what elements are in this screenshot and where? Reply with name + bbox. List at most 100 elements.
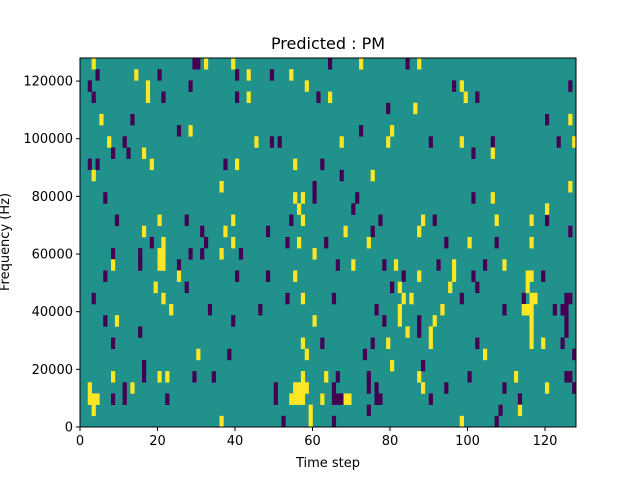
heatmap-cell-high [386, 337, 391, 350]
heatmap-cell-high [525, 281, 530, 294]
heatmap-cell-low [103, 315, 108, 327]
heatmap-cell-high [223, 225, 228, 238]
heatmap-cell-low [273, 382, 278, 394]
heatmap-cell-low [273, 393, 278, 405]
heatmap-cell-high [304, 348, 309, 361]
heatmap-cell-low [382, 315, 387, 327]
heatmap-cell-high [502, 259, 507, 271]
heatmap-cell-low [227, 348, 232, 361]
heatmap-cell-high [351, 259, 356, 271]
heatmap-cell-low [564, 304, 569, 316]
y-tick-label: 80000 [32, 190, 73, 205]
heatmap-cell-high [324, 371, 329, 383]
x-tick-label: 40 [227, 434, 244, 449]
heatmap-cell-low [161, 91, 166, 104]
heatmap-cell-high [149, 158, 154, 171]
heatmap-cell-low [103, 192, 108, 204]
heatmap-cell-high [231, 214, 236, 227]
heatmap-cell-low [95, 69, 100, 81]
heatmap-cell-low [421, 359, 426, 372]
heatmap-cell-high [328, 91, 333, 104]
heatmap-cell-high [397, 304, 402, 316]
heatmap-cell-low [258, 304, 263, 316]
heatmap-cell-low [428, 136, 433, 148]
heatmap-cell-high [440, 304, 445, 316]
heatmap-cell-high [467, 236, 472, 249]
heatmap-cell-low [564, 315, 569, 327]
y-tick-label: 20000 [32, 363, 73, 378]
heatmap-cell-high [300, 192, 306, 204]
heatmap-cell-high [521, 304, 526, 316]
heatmap-cell-low [370, 337, 375, 350]
heatmap-cell-low [355, 192, 360, 204]
heatmap-cell-high [157, 214, 162, 227]
heatmap-cell-high [459, 136, 464, 148]
heatmap-cell-high [366, 236, 371, 249]
heatmap-cell-high [300, 337, 306, 350]
heatmap-cell-low [502, 304, 507, 316]
heatmap-cell-high [293, 393, 298, 405]
x-tick-label: 80 [382, 434, 399, 449]
heatmap-cell-high [293, 382, 298, 394]
heatmap-cell-low [498, 404, 503, 417]
heatmap-cell-low [428, 393, 433, 405]
heatmap-cell-low [568, 225, 573, 238]
heatmap-cell-low [459, 292, 464, 305]
heatmap-cell-low [366, 382, 371, 394]
heatmap-cell-low [122, 382, 127, 394]
heatmap-cell-high [417, 225, 422, 238]
heatmap-cell-high [428, 326, 433, 338]
heatmap-cell-high [525, 270, 530, 282]
heatmap-cell-low [111, 393, 116, 405]
heatmap-cell-low [351, 203, 356, 215]
heatmap-cell-low [312, 192, 317, 204]
heatmap-cell-high [297, 203, 302, 215]
heatmap-cell-high [297, 382, 302, 394]
heatmap-cell-low [417, 315, 422, 327]
heatmap-cell-high [219, 181, 224, 193]
heatmap-cell-high [312, 315, 317, 327]
heatmap-cell-low [95, 158, 100, 171]
heatmap-cell-high [161, 292, 166, 305]
heatmap-cell-high [176, 270, 182, 282]
heatmap-cell-high [300, 214, 306, 227]
heatmap-cell-high [393, 259, 399, 271]
heatmap-cell-high [343, 225, 348, 238]
heatmap-cell-low [149, 236, 154, 249]
heatmap-cell-high [320, 393, 325, 405]
heatmap-cell-high [452, 270, 457, 282]
heatmap-cell-high [529, 292, 534, 305]
heatmap-cell-high [359, 58, 364, 70]
heatmap-cell-high [169, 304, 174, 316]
heatmap-cell-high [432, 315, 437, 327]
heatmap-cell-high [514, 371, 519, 383]
heatmap-cell-high [343, 393, 348, 405]
heatmap-cell-low [568, 292, 573, 305]
heatmap-cell-high [529, 270, 534, 282]
heatmap-cell-low [366, 371, 371, 383]
heatmap-cell-high [347, 393, 352, 405]
heatmap-cell-high [142, 147, 147, 159]
heatmap-cell-high [196, 348, 201, 361]
heatmap-cell-low [285, 292, 290, 305]
heatmap-cell-high [157, 248, 162, 260]
heatmap-cell-low [564, 371, 569, 383]
heatmap-cell-low [200, 225, 205, 238]
heatmap-cell-low [564, 292, 569, 305]
heatmap-cell-high [572, 136, 577, 148]
heatmap-cell-low [87, 158, 92, 171]
heatmap-cell-high [300, 292, 306, 305]
heatmap-cell-low [331, 292, 337, 305]
heatmap-cell-low [331, 415, 337, 428]
heatmap-cell-low [91, 91, 96, 104]
heatmap-cell-high [161, 236, 166, 249]
y-tick-label: 60000 [32, 248, 73, 263]
heatmap-cell-low [572, 382, 577, 394]
heatmap-cell-high [161, 248, 166, 260]
chart-title: Predicted : PM [271, 34, 385, 53]
heatmap-cell-high [390, 125, 395, 137]
heatmap-cell-low [235, 91, 240, 104]
heatmap-cell-high [293, 158, 298, 171]
heatmap-cell-low [192, 371, 197, 383]
